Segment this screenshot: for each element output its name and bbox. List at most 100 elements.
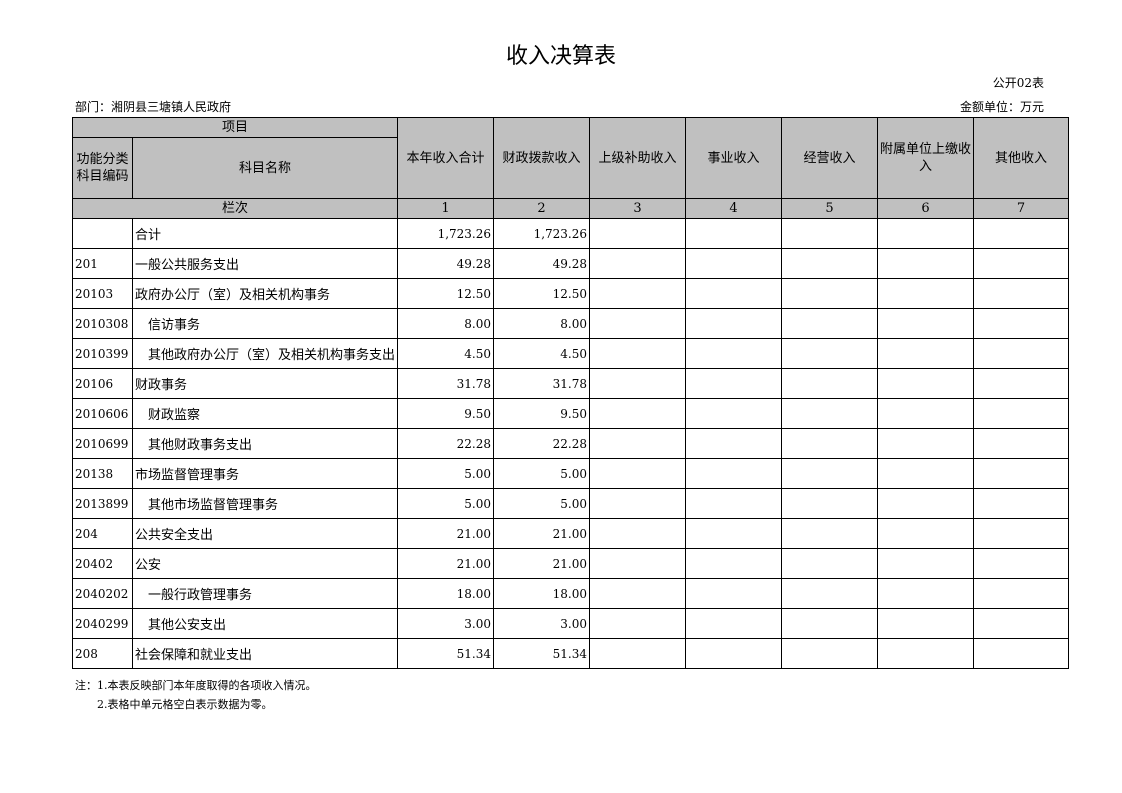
empty-cell	[589, 368, 687, 399]
empty-cell	[781, 518, 879, 549]
empty-cell	[781, 578, 879, 609]
table-row: 20106 财政事务 31.78 31.78	[72, 368, 1070, 399]
row-total: 49.28	[397, 248, 495, 279]
seq-number: 5	[781, 198, 879, 219]
row-name: 财政监察	[131, 398, 399, 429]
header-col: 上级补助收入	[589, 117, 687, 199]
empty-cell	[973, 518, 1070, 549]
empty-cell	[973, 278, 1070, 309]
row-name: 社会保障和就业支出	[131, 638, 399, 669]
row-name: 合计	[131, 218, 399, 249]
table-row: 2040299 其他公安支出 3.00 3.00	[72, 608, 1070, 639]
table-row: 2013899 其他市场监督管理事务 5.00 5.00	[72, 488, 1070, 519]
row-fiscal: 49.28	[493, 248, 591, 279]
row-total: 1,723.26	[397, 218, 495, 249]
empty-cell	[589, 548, 687, 579]
table-row: 20103 政府办公厅（室）及相关机构事务 12.50 12.50	[72, 278, 1070, 309]
empty-cell	[781, 458, 879, 489]
row-total: 22.28	[397, 428, 495, 459]
row-total: 21.00	[397, 518, 495, 549]
seq-number: 7	[973, 198, 1070, 219]
empty-cell	[781, 218, 879, 249]
row-total: 5.00	[397, 488, 495, 519]
row-code: 208	[72, 638, 133, 669]
table-row: 201 一般公共服务支出 49.28 49.28	[72, 248, 1070, 279]
table-row: 204 公共安全支出 21.00 21.00	[72, 518, 1070, 549]
row-name: 公共安全支出	[131, 518, 399, 549]
header-name: 科目名称	[131, 137, 399, 199]
empty-cell	[781, 398, 879, 429]
header-col: 经营收入	[781, 117, 879, 199]
empty-cell	[877, 428, 975, 459]
row-code: 204	[72, 518, 133, 549]
header-col: 本年收入合计	[397, 117, 495, 199]
row-total: 18.00	[397, 578, 495, 609]
table-row: 20138 市场监督管理事务 5.00 5.00	[72, 458, 1070, 489]
row-fiscal: 3.00	[493, 608, 591, 639]
header-code: 功能分类科目编码	[72, 137, 133, 199]
empty-cell	[877, 368, 975, 399]
page-title: 收入决算表	[505, 44, 616, 69]
header-col: 附属单位上缴收入	[877, 117, 975, 199]
empty-cell	[973, 338, 1070, 369]
row-code	[72, 218, 133, 249]
empty-cell	[589, 218, 687, 249]
table-row: 2010699 其他财政事务支出 22.28 22.28	[72, 428, 1070, 459]
empty-cell	[781, 428, 879, 459]
header-col: 财政拨款收入	[493, 117, 591, 199]
empty-cell	[589, 608, 687, 639]
empty-cell	[877, 398, 975, 429]
row-total: 51.34	[397, 638, 495, 669]
empty-cell	[589, 488, 687, 519]
empty-cell	[685, 218, 783, 249]
table-row: 20402 公安 21.00 21.00	[72, 548, 1070, 579]
seq-number: 1	[397, 198, 495, 219]
row-fiscal: 21.00	[493, 518, 591, 549]
empty-cell	[973, 488, 1070, 519]
table-row: 合计 1,723.26 1,723.26	[72, 218, 1070, 249]
empty-cell	[877, 638, 975, 669]
empty-cell	[781, 308, 879, 339]
row-code: 2010308	[72, 308, 133, 339]
row-total: 31.78	[397, 368, 495, 399]
header-col: 事业收入	[685, 117, 783, 199]
empty-cell	[877, 218, 975, 249]
header-item: 项目	[71, 117, 399, 138]
row-code: 201	[72, 248, 133, 279]
row-code: 2040202	[72, 578, 133, 609]
row-name: 其他市场监督管理事务	[131, 488, 399, 519]
row-name: 其他政府办公厅（室）及相关机构事务支出	[131, 338, 399, 369]
empty-cell	[973, 428, 1070, 459]
row-name: 一般行政管理事务	[131, 578, 399, 609]
empty-cell	[973, 578, 1070, 609]
empty-cell	[685, 488, 783, 519]
row-fiscal: 51.34	[493, 638, 591, 669]
row-total: 9.50	[397, 398, 495, 429]
empty-cell	[973, 398, 1070, 429]
empty-cell	[589, 398, 687, 429]
empty-cell	[685, 638, 783, 669]
empty-cell	[877, 548, 975, 579]
empty-cell	[685, 278, 783, 309]
row-fiscal: 18.00	[493, 578, 591, 609]
empty-cell	[685, 608, 783, 639]
empty-cell	[877, 608, 975, 639]
row-name: 其他公安支出	[131, 608, 399, 639]
form-code: 公开02表	[992, 76, 1044, 90]
row-code: 20138	[72, 458, 133, 489]
empty-cell	[973, 248, 1070, 279]
empty-cell	[973, 548, 1070, 579]
row-fiscal: 1,723.26	[493, 218, 591, 249]
table-row: 2010606 财政监察 9.50 9.50	[72, 398, 1070, 429]
empty-cell	[973, 638, 1070, 669]
empty-cell	[685, 398, 783, 429]
empty-cell	[877, 518, 975, 549]
seq-number: 6	[877, 198, 975, 219]
notes: 注：1.本表反映部门本年度取得的各项收入情况。 2.表格中单元格空白表示数据为零…	[75, 676, 317, 714]
row-name: 市场监督管理事务	[131, 458, 399, 489]
row-fiscal: 5.00	[493, 488, 591, 519]
row-name: 一般公共服务支出	[131, 248, 399, 279]
empty-cell	[877, 308, 975, 339]
header-col: 其他收入	[973, 117, 1070, 199]
row-fiscal: 21.00	[493, 548, 591, 579]
